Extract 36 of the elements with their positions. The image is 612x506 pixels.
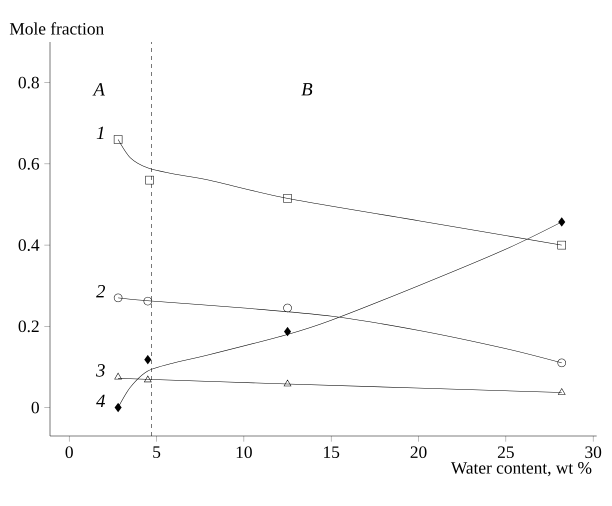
- y-tick-label: 0: [32, 402, 39, 414]
- point: [114, 372, 122, 380]
- point: [558, 388, 566, 395]
- point: [558, 217, 566, 226]
- x-tick-label: 5: [153, 446, 160, 458]
- annotation: A: [92, 83, 105, 96]
- annotation: B: [301, 83, 312, 96]
- x-tick-label: 25: [498, 446, 514, 458]
- series-label: 4: [96, 394, 105, 408]
- point: [557, 358, 566, 368]
- y-tick-label: 0.2: [18, 320, 39, 332]
- point: [145, 176, 154, 184]
- y-tick-label: 0.8: [18, 76, 39, 89]
- point: [114, 135, 122, 144]
- x-tick-label: 15: [324, 446, 340, 458]
- point: [114, 294, 122, 302]
- x-tick-label: 10: [236, 446, 252, 458]
- y-tick-label: 0.4: [18, 239, 40, 251]
- x-tick-label: 30: [585, 446, 602, 458]
- point: [144, 376, 152, 382]
- point: [283, 194, 292, 203]
- series-label: 3: [96, 364, 105, 377]
- x-tick-label: 0: [66, 446, 73, 458]
- series-label: 2: [96, 285, 106, 298]
- point: [557, 240, 566, 250]
- point: [144, 355, 152, 364]
- point: [283, 304, 292, 312]
- point: [114, 403, 122, 412]
- y-axis-title: Mole fraction: [10, 22, 104, 35]
- point: [284, 327, 291, 336]
- x-axis-title: Water content, wt %: [450, 462, 592, 476]
- x-tick-label: 20: [410, 446, 427, 458]
- series-label: 1: [96, 126, 104, 139]
- point: [144, 296, 152, 306]
- y-tick-label: 0.6: [18, 158, 40, 170]
- point: [284, 380, 292, 386]
